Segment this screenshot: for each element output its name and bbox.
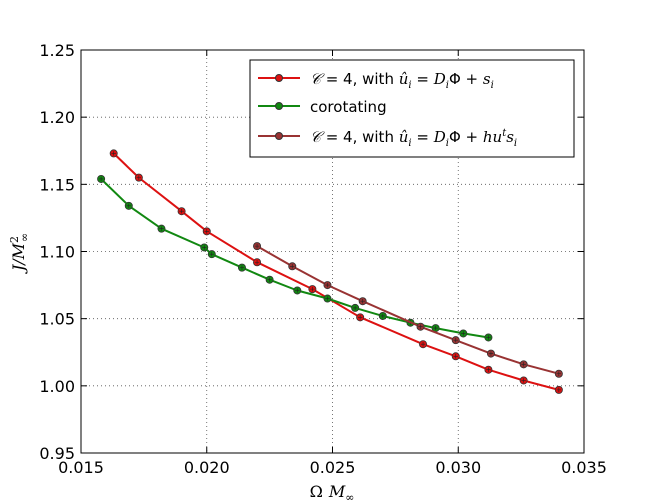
- x-axis-label: Ω M∞: [310, 482, 355, 504]
- legend: 𝒞 = 4, with ûi = DiΦ + si corotating 𝒞 =…: [249, 59, 575, 158]
- y-tick-label: 1.10: [39, 243, 75, 262]
- data-point: [134, 173, 143, 182]
- legend-entry-3: 𝒞 = 4, with ûi = DiΦ + hutsi: [310, 128, 517, 149]
- data-point: [416, 322, 425, 331]
- legend-marker-2: [275, 102, 283, 110]
- ticks: 0.015 0.020 0.025 0.030 0.035 0.95 1.00 1.05 1.1…: [39, 41, 607, 477]
- data-point: [265, 275, 274, 284]
- data-point: [378, 311, 387, 320]
- data-point: [519, 376, 528, 385]
- data-point: [519, 360, 528, 369]
- y-tick-label: 1.00: [39, 377, 75, 396]
- series-layer: [97, 149, 563, 394]
- series-line-1: [113, 152, 560, 391]
- data-point: [253, 242, 262, 251]
- data-point: [451, 352, 460, 361]
- data-point: [554, 369, 563, 378]
- legend-entry-1: 𝒞 = 4, with ûi = DiΦ + si: [310, 70, 494, 91]
- legend-marker-1: [275, 74, 283, 82]
- data-point: [200, 243, 209, 252]
- data-point: [202, 227, 211, 236]
- data-point: [207, 250, 216, 259]
- data-point: [459, 329, 468, 338]
- data-point: [323, 294, 332, 303]
- data-point: [293, 286, 302, 295]
- data-point: [157, 224, 166, 233]
- data-point: [554, 385, 563, 394]
- data-point: [356, 313, 365, 322]
- data-point: [237, 263, 246, 272]
- x-tick-label: 0.030: [435, 458, 481, 477]
- data-point: [109, 149, 118, 158]
- y-tick-label: 0.95: [39, 444, 75, 463]
- data-point: [288, 262, 297, 271]
- data-point: [253, 258, 262, 267]
- data-point: [97, 174, 106, 183]
- x-tick-label: 0.020: [184, 458, 230, 477]
- x-tick-label: 0.025: [310, 458, 356, 477]
- legend-box: [249, 59, 575, 158]
- series-line-2: [100, 178, 489, 339]
- x-tick-label: 0.015: [58, 458, 104, 477]
- y-axis-label: J/M2∞: [8, 233, 31, 274]
- data-point: [419, 340, 428, 349]
- data-point: [358, 297, 367, 306]
- data-point: [486, 349, 495, 358]
- data-point: [351, 303, 360, 312]
- data-point: [308, 285, 317, 294]
- data-point: [484, 333, 493, 342]
- legend-marker-3: [275, 132, 283, 140]
- data-point: [323, 281, 332, 290]
- data-point: [451, 336, 460, 345]
- y-tick-label: 1.25: [39, 41, 75, 60]
- data-point: [124, 201, 133, 210]
- data-point: [484, 365, 493, 374]
- legend-entry-2: corotating: [310, 98, 387, 116]
- y-tick-label: 1.15: [39, 175, 75, 194]
- y-tick-label: 1.05: [39, 310, 75, 329]
- series-line-3: [256, 245, 560, 375]
- y-tick-label: 1.20: [39, 108, 75, 127]
- data-point: [177, 207, 186, 216]
- x-tick-label: 0.035: [561, 458, 607, 477]
